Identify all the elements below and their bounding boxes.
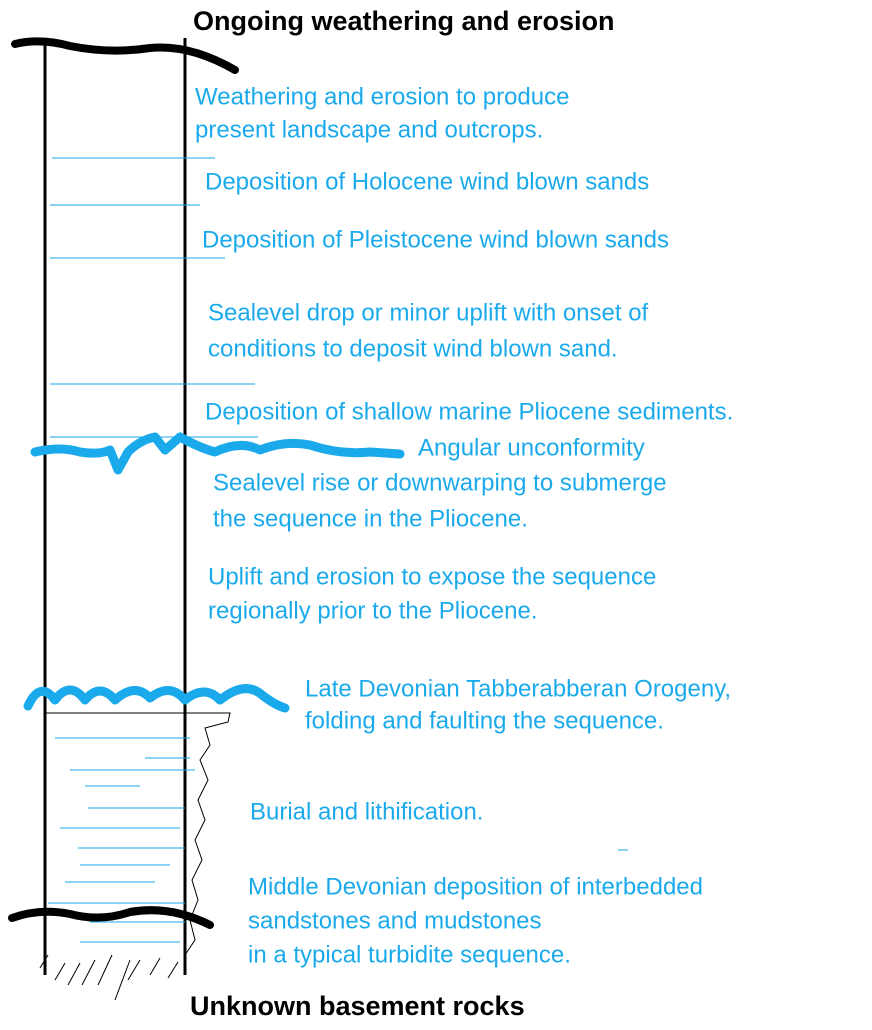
event-text: the sequence in the Pliocene. xyxy=(213,505,528,532)
event-text: Burial and lithification. xyxy=(250,798,483,825)
event-text: Middle Devonian deposition of interbedde… xyxy=(248,873,703,900)
event-text: Weathering and erosion to produce xyxy=(195,83,569,110)
event-text: in a typical turbidite sequence. xyxy=(248,941,571,968)
event-text: Sealevel rise or downwarping to submerge xyxy=(213,469,667,496)
event-text: conditions to deposit wind blown sand. xyxy=(208,335,618,362)
top-label: Ongoing weathering and erosion xyxy=(193,6,615,36)
event-text: regionally prior to the Pliocene. xyxy=(208,597,538,624)
event-text: folding and faulting the sequence. xyxy=(305,707,664,734)
events: Weathering and erosion to produce presen… xyxy=(195,83,733,968)
event-text: present landscape and outcrops. xyxy=(195,116,543,143)
event-text: Deposition of shallow marine Pliocene se… xyxy=(205,398,733,425)
event-text: Deposition of Pleistocene wind blown san… xyxy=(202,226,669,253)
event-text: sandstones and mudstones xyxy=(248,907,542,934)
event-text: Uplift and erosion to expose the sequenc… xyxy=(208,563,656,590)
column xyxy=(8,37,628,1001)
event-text: Late Devonian Tabberabberan Orogeny, xyxy=(305,675,731,702)
bottom-label: Unknown basement rocks xyxy=(190,991,525,1021)
event-text: Deposition of Holocene wind blown sands xyxy=(205,168,649,195)
event-text: Sealevel drop or minor uplift with onset… xyxy=(208,299,649,326)
event-text: Angular unconformity xyxy=(418,434,645,461)
